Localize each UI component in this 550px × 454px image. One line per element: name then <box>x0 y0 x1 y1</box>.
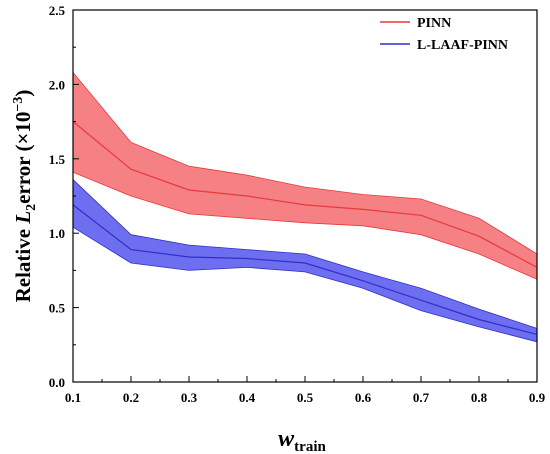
x-tick-label: 0.1 <box>65 390 81 405</box>
y-tick-label: 0.0 <box>49 375 65 390</box>
x-tick-label: 0.4 <box>239 390 256 405</box>
line-pinn <box>72 121 538 268</box>
y-tick-label: 2.0 <box>49 77 65 92</box>
x-axis-title-var: w <box>278 426 295 452</box>
x-tick-label: 0.8 <box>471 390 488 405</box>
axis-ticks: 0.1 0.2 0.3 0.4 0.5 0.6 0.7 0.8 0.9 0.0 0.5 1.0 1.5 2… <box>49 3 546 405</box>
series-lines <box>72 121 538 335</box>
x-axis-title: wtrain <box>278 426 326 454</box>
legend: PINN L-LAAF-PINN <box>380 16 508 53</box>
y-tick-label: 1.5 <box>49 152 66 167</box>
x-tick-label: 0.3 <box>181 390 198 405</box>
y-tick-label: 2.5 <box>49 3 66 18</box>
y-axis-title-mid: error (×10 <box>11 112 35 204</box>
y-tick-label: 0.5 <box>49 301 66 316</box>
legend-label-pinn: PINN <box>417 16 451 31</box>
y-axis-title-var: L <box>11 211 35 225</box>
y-axis-title-prefix: Relative <box>11 224 35 303</box>
confidence-bands <box>72 71 538 343</box>
y-axis-title-suffix: ) <box>11 90 35 97</box>
x-tick-label: 0.2 <box>123 390 139 405</box>
y-axis-title: Relative L2error (×10−3) <box>11 90 39 303</box>
legend-label-l-laaf-pinn: L-LAAF-PINN <box>417 38 508 53</box>
x-tick-label: 0.7 <box>413 390 430 405</box>
x-tick-label: 0.6 <box>355 390 372 405</box>
y-tick-label: 1.0 <box>49 226 65 241</box>
y-axis-title-superscript: −3 <box>11 97 26 112</box>
y-axis-title-subscript: 2 <box>24 204 39 211</box>
line-l-laaf-pinn <box>72 204 538 335</box>
x-tick-label: 0.5 <box>297 390 314 405</box>
x-axis-title-subscript: train <box>294 439 326 454</box>
x-tick-label: 0.9 <box>529 390 546 405</box>
